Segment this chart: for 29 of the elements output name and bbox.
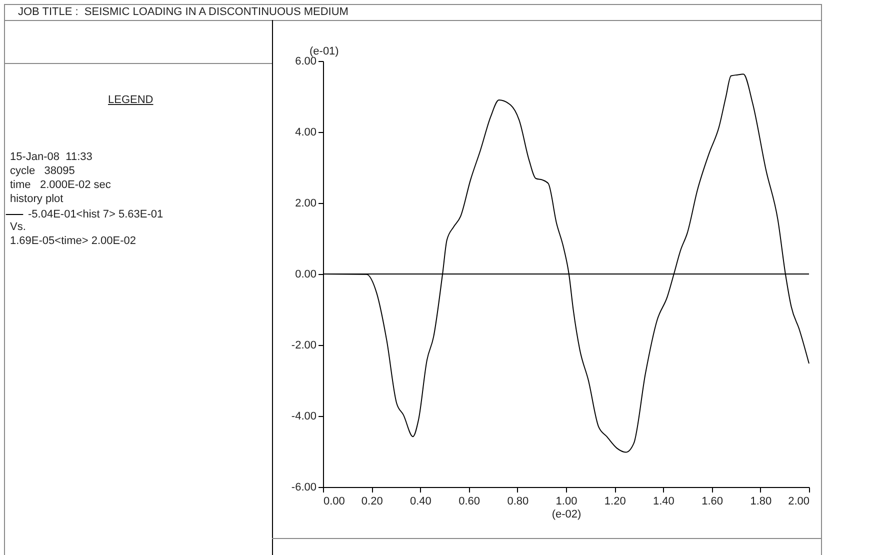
text: JOB TITLE : SEISMIC LOADING IN A DISCONTINUOUS MEDIUM [18,6,348,18]
x-tick-label: 0.00 [324,496,345,508]
text: 1.69E-05<time> 2.00E-02 [10,235,136,247]
x-tick-label: 1.80 [750,496,772,508]
y-tick-label: 4.00 [295,126,316,138]
legend-label: -5.04E-01<hist 7> 5.63E-01 [28,208,164,220]
y-tick-label: 6.00 [295,56,316,68]
y-tick-label: 2.00 [295,198,316,210]
y-axis-title: (e-01) [310,46,339,58]
text: Vs. [10,221,26,233]
y-tick-label: -2.00 [291,340,316,352]
x-tick-label: 0.80 [507,496,529,508]
y-tick-label: -6.00 [291,482,316,494]
x-tick-label: 1.00 [556,496,578,508]
x-tick-label: 1.60 [702,496,724,508]
text: history plot [10,193,64,205]
y-tick-label: 0.00 [295,268,316,280]
x-axis-title: (e-02) [552,508,582,520]
x-tick-label: 0.60 [458,496,480,508]
x-tick-label: 2.00 [788,496,810,508]
text: time 2.000E-02 sec [10,179,111,191]
text: LEGEND [108,94,154,106]
text: cycle 38095 [10,165,75,177]
y-tick-label: -4.00 [291,410,316,422]
text: 15-Jan-08 11:33 [10,151,92,163]
x-tick-label: 1.40 [652,496,674,508]
x-tick-label: 0.20 [361,496,383,508]
x-tick-label: 0.40 [410,496,432,508]
x-tick-label: 1.20 [604,496,626,508]
